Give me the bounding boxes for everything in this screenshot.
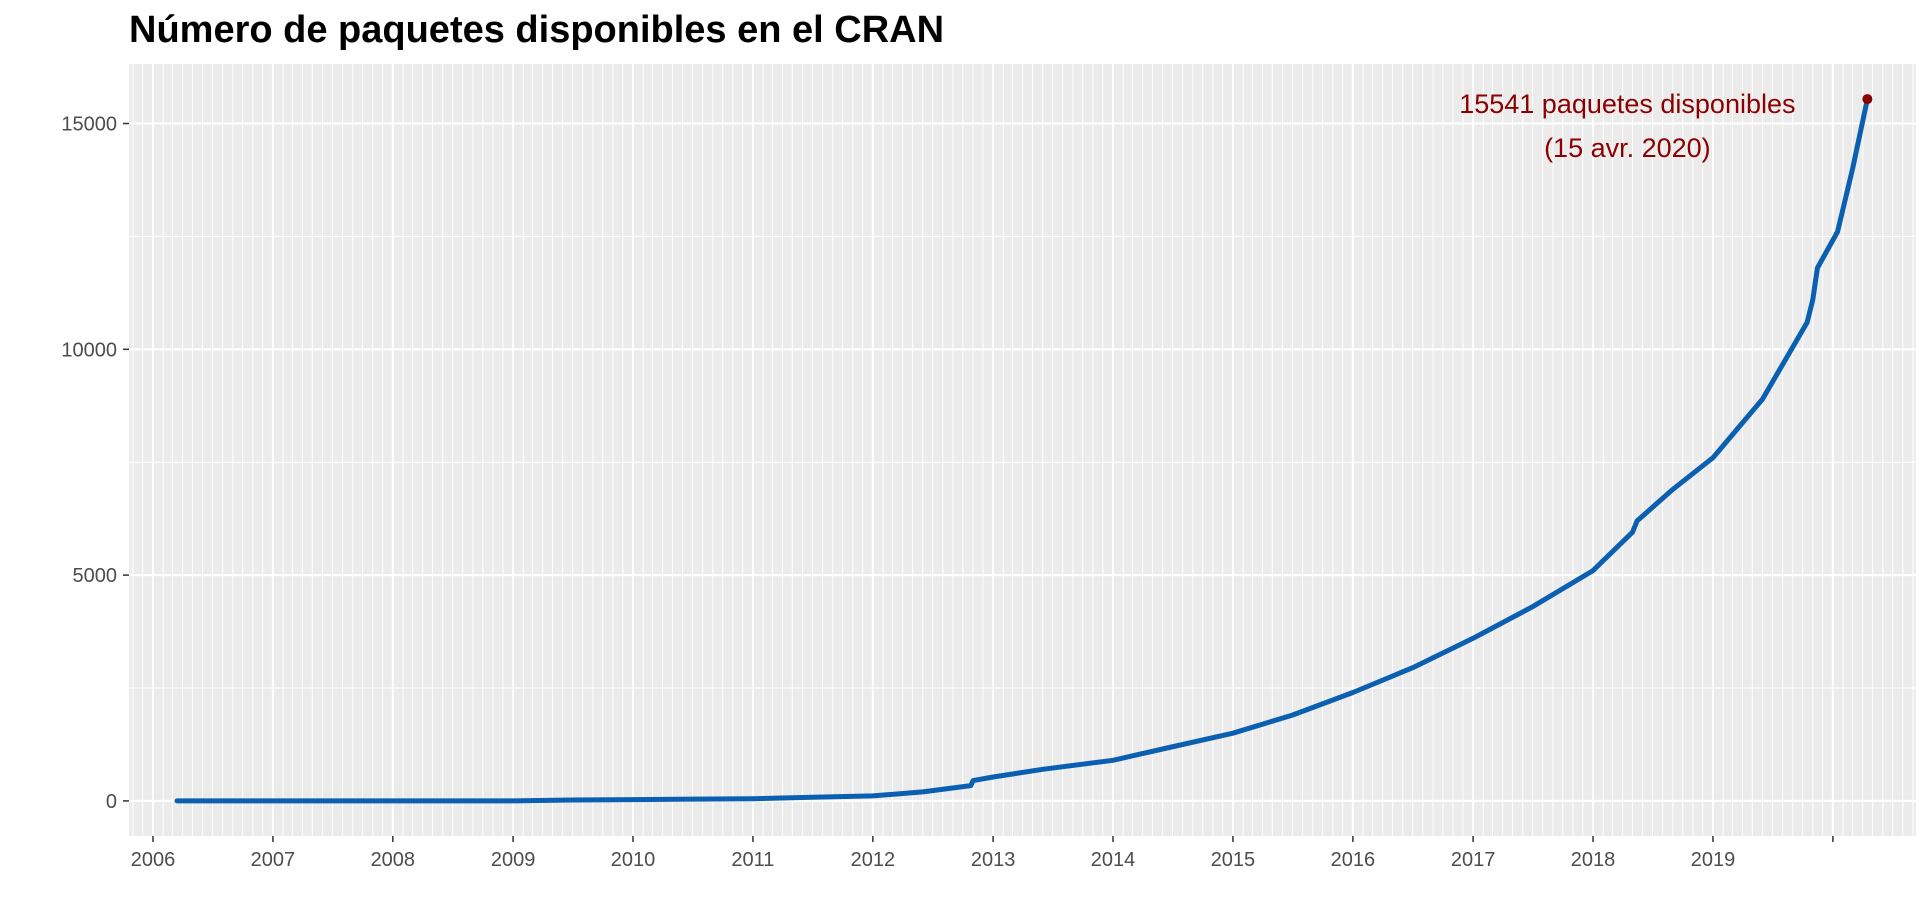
y-tick-label: 5000 [73,565,118,587]
x-tick-label: 2015 [1211,849,1256,871]
x-tick-label: 2019 [1691,849,1736,871]
x-tick-label: 2011 [731,849,774,871]
x-tick-label: 2008 [371,849,416,871]
y-axis: 0 5000 10000 15000 [61,114,129,813]
x-tick-label: 2007 [251,849,296,871]
x-tick-label: 2014 [1091,849,1136,871]
end-point-marker [1862,94,1873,105]
x-tick-label: 2009 [491,849,536,871]
y-tick-label: 10000 [61,339,117,361]
x-tick-label: 2012 [851,849,896,871]
x-tick-label: 2006 [131,849,176,871]
chart-title: Número de paquetes disponibles en el CRA… [129,9,944,51]
x-tick-label: 2017 [1451,849,1496,871]
major-grid [129,64,1916,836]
x-tick-label: 2010 [611,849,656,871]
y-tick-label: 15000 [61,114,117,136]
x-axis: 2006 2007 2008 2009 2010 2011 2012 2013 2014 2015… [131,836,1834,871]
x-tick-label: 2018 [1571,849,1616,871]
series-line [174,96,1870,804]
x-tick-label: 2013 [971,849,1016,871]
y-tick-label: 0 [106,791,117,813]
annotation-line-1: 15541 paquetes disponibles [1459,89,1795,119]
x-tick-label: 2016 [1331,849,1376,871]
annotation-line-2: (15 avr. 2020) [1544,133,1711,163]
